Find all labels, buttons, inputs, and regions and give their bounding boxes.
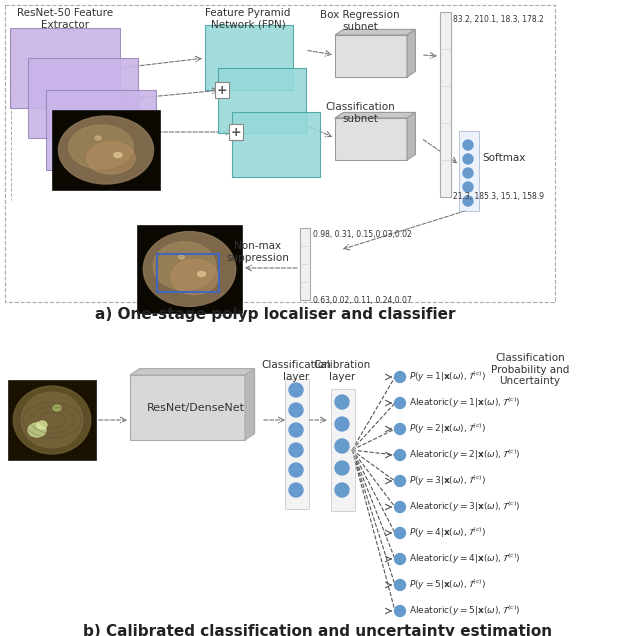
Circle shape xyxy=(289,383,303,397)
Polygon shape xyxy=(335,113,415,118)
Circle shape xyxy=(335,395,349,409)
Ellipse shape xyxy=(68,125,133,169)
Circle shape xyxy=(463,182,473,192)
Circle shape xyxy=(394,605,406,616)
Polygon shape xyxy=(245,369,255,440)
Circle shape xyxy=(394,579,406,590)
FancyBboxPatch shape xyxy=(218,68,306,133)
Circle shape xyxy=(394,502,406,513)
Text: Aleatoric$(y = 2|\mathbf{x}(\omega), \mathcal{T}^{(c)})$: Aleatoric$(y = 2|\mathbf{x}(\omega), \ma… xyxy=(409,448,520,462)
Ellipse shape xyxy=(13,386,91,454)
Ellipse shape xyxy=(21,392,83,448)
Circle shape xyxy=(289,403,303,417)
Circle shape xyxy=(394,476,406,487)
Polygon shape xyxy=(407,29,415,77)
Ellipse shape xyxy=(179,255,184,259)
Text: 0.98, 0.31, 0.15,0.03,0.02: 0.98, 0.31, 0.15,0.03,0.02 xyxy=(313,230,412,239)
FancyBboxPatch shape xyxy=(331,389,355,511)
FancyBboxPatch shape xyxy=(285,379,309,509)
Ellipse shape xyxy=(95,136,101,140)
Text: Classification
subnet: Classification subnet xyxy=(325,102,395,123)
Text: Softmax: Softmax xyxy=(482,153,525,163)
FancyBboxPatch shape xyxy=(459,131,479,211)
Ellipse shape xyxy=(153,242,216,290)
Circle shape xyxy=(463,154,473,164)
Circle shape xyxy=(394,450,406,460)
Circle shape xyxy=(463,168,473,178)
Text: Non-max
suppression: Non-max suppression xyxy=(227,241,289,263)
FancyBboxPatch shape xyxy=(52,110,160,190)
Text: 21.3, 185.3, 15.1, 158.9: 21.3, 185.3, 15.1, 158.9 xyxy=(453,192,544,201)
FancyBboxPatch shape xyxy=(335,118,407,160)
FancyBboxPatch shape xyxy=(205,25,293,90)
Ellipse shape xyxy=(143,232,236,307)
Ellipse shape xyxy=(86,142,135,174)
Circle shape xyxy=(289,423,303,437)
FancyBboxPatch shape xyxy=(130,375,245,440)
Text: Aleatoric$(y = 5|\mathbf{x}(\omega), \mathcal{T}^{(c)})$: Aleatoric$(y = 5|\mathbf{x}(\omega), \ma… xyxy=(409,604,520,618)
Text: Feature Pyramid
Network (FPN): Feature Pyramid Network (FPN) xyxy=(205,8,291,30)
Ellipse shape xyxy=(37,421,47,429)
Polygon shape xyxy=(130,369,255,375)
FancyBboxPatch shape xyxy=(335,35,407,77)
Circle shape xyxy=(335,483,349,497)
FancyBboxPatch shape xyxy=(137,225,242,313)
Text: $P(y = 4|\mathbf{x}(\omega), \mathcal{T}^{(c)})$: $P(y = 4|\mathbf{x}(\omega), \mathcal{T}… xyxy=(409,526,486,540)
Text: ResNet-50 Feature
Extractor: ResNet-50 Feature Extractor xyxy=(17,8,113,30)
Circle shape xyxy=(463,196,473,206)
Polygon shape xyxy=(407,113,415,160)
Text: Classification
Probability and
Uncertainty: Classification Probability and Uncertain… xyxy=(491,353,569,386)
Text: $P(y = 5|\mathbf{x}(\omega), \mathcal{T}^{(c)})$: $P(y = 5|\mathbf{x}(\omega), \mathcal{T}… xyxy=(409,577,486,592)
Text: a) One-stage polyp localiser and classifier: a) One-stage polyp localiser and classif… xyxy=(95,307,455,322)
Circle shape xyxy=(335,417,349,431)
Text: $P(y = 3|\mathbf{x}(\omega), \mathcal{T}^{(c)})$: $P(y = 3|\mathbf{x}(\omega), \mathcal{T}… xyxy=(409,474,486,488)
Ellipse shape xyxy=(198,272,205,277)
FancyBboxPatch shape xyxy=(28,58,138,138)
Text: +: + xyxy=(230,125,241,139)
Text: b) Calibrated classification and uncertainty estimation: b) Calibrated classification and uncerta… xyxy=(83,624,552,636)
Ellipse shape xyxy=(28,423,46,437)
Text: ResNet/DenseNet: ResNet/DenseNet xyxy=(147,403,244,413)
Circle shape xyxy=(335,461,349,475)
Circle shape xyxy=(394,527,406,539)
Ellipse shape xyxy=(53,405,61,411)
FancyBboxPatch shape xyxy=(46,90,156,170)
Text: +: + xyxy=(217,83,227,97)
Text: Classification
layer: Classification layer xyxy=(261,360,331,382)
Circle shape xyxy=(394,371,406,382)
FancyBboxPatch shape xyxy=(10,28,120,108)
Text: 83.2, 210.1, 18.3, 178.2: 83.2, 210.1, 18.3, 178.2 xyxy=(453,15,544,24)
Text: $P(y = 1|\mathbf{x}(\omega), \mathcal{T}^{(c)})$: $P(y = 1|\mathbf{x}(\omega), \mathcal{T}… xyxy=(409,370,486,384)
Circle shape xyxy=(463,140,473,150)
Circle shape xyxy=(394,398,406,408)
FancyBboxPatch shape xyxy=(440,12,451,197)
Circle shape xyxy=(394,553,406,565)
Ellipse shape xyxy=(58,116,154,184)
Circle shape xyxy=(289,463,303,477)
Text: Aleatoric$(y = 3|\mathbf{x}(\omega), \mathcal{T}^{(c)})$: Aleatoric$(y = 3|\mathbf{x}(\omega), \ma… xyxy=(409,500,520,514)
Text: Aleatoric$(y = 1|\mathbf{x}(\omega), \mathcal{T}^{(c)})$: Aleatoric$(y = 1|\mathbf{x}(\omega), \ma… xyxy=(409,396,520,410)
Ellipse shape xyxy=(114,153,122,158)
FancyBboxPatch shape xyxy=(232,112,320,177)
Circle shape xyxy=(289,443,303,457)
Ellipse shape xyxy=(171,259,218,294)
FancyBboxPatch shape xyxy=(8,380,96,460)
FancyBboxPatch shape xyxy=(300,228,310,300)
Circle shape xyxy=(289,483,303,497)
Text: 0.63,0.02, 0.11, 0.24,0.07: 0.63,0.02, 0.11, 0.24,0.07 xyxy=(313,296,412,305)
Text: $P(y = 2|\mathbf{x}(\omega), \mathcal{T}^{(c)})$: $P(y = 2|\mathbf{x}(\omega), \mathcal{T}… xyxy=(409,422,486,436)
Polygon shape xyxy=(335,29,415,35)
Circle shape xyxy=(335,439,349,453)
Text: Aleatoric$(y = 4|\mathbf{x}(\omega), \mathcal{T}^{(c)})$: Aleatoric$(y = 4|\mathbf{x}(\omega), \ma… xyxy=(409,552,520,566)
Text: Box Regression
subnet: Box Regression subnet xyxy=(320,10,400,32)
Circle shape xyxy=(394,424,406,434)
Text: Calibration
layer: Calibration layer xyxy=(314,360,371,382)
